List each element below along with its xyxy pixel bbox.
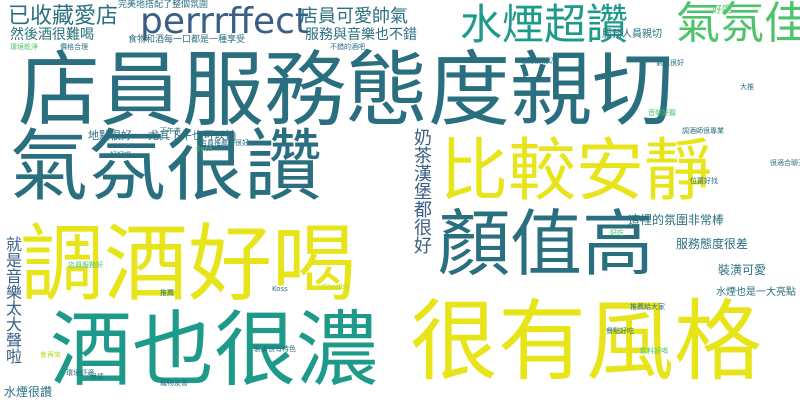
word: 店員服務態度親切 (18, 43, 675, 138)
word: perrrffect (140, 1, 309, 42)
word: 這裡的氛圍非常棒 (628, 213, 725, 227)
word: 裝潢很有特色 (254, 345, 296, 353)
word: 環境乾淨 (10, 43, 38, 51)
word: 氣氛很好 (656, 59, 684, 67)
word: 會再來 (40, 351, 61, 359)
word: 調酒好喝 (20, 215, 357, 313)
word: 完美地搭配了整個氛圍 (118, 0, 209, 10)
word: 位置好找 (690, 177, 718, 185)
word: 很有風格 (410, 290, 763, 393)
word: Koss (272, 285, 288, 293)
word: 價格合理 (60, 43, 88, 51)
word: 寵物友善 (160, 379, 188, 387)
word: 服務態度很差 (676, 237, 749, 251)
word: 調酒師很專業 (682, 127, 724, 135)
word: 就是音樂太大聲啦 (3, 236, 22, 364)
word: 好好喝 (110, 151, 131, 159)
word: 食物和酒每一口都是一種享受 (128, 35, 246, 45)
word: Goodby (322, 283, 350, 291)
word: 推薦給大家 (630, 303, 665, 311)
word: 好喝 (712, 5, 732, 16)
word: 店員推薦的很好 (200, 139, 249, 147)
word: 大推 (740, 83, 754, 91)
word: 下午茶 (160, 127, 181, 135)
word: 地點很好 (88, 129, 132, 142)
word: 飲料好喝 (640, 347, 668, 355)
word: 很適合聊天 (770, 159, 800, 167)
word: 推薦 (160, 289, 174, 297)
word: 已收藏愛店 (8, 4, 119, 29)
word: 老闆很親切 (520, 57, 555, 65)
word: 氣氛很讚 (10, 122, 323, 212)
word: 水煙很讚 (4, 385, 53, 399)
word: 酒也很濃 (50, 303, 379, 398)
word: 音樂好聽 (648, 109, 676, 117)
word: Eyes (196, 145, 213, 153)
word: 服務與音樂也不錯 (305, 27, 417, 43)
word: 服務人員親切 (602, 29, 662, 40)
word: 餐點好吃 (606, 327, 634, 335)
word: 水煙也是一大亮點 (716, 287, 796, 298)
word: 水煙超讚 (460, 0, 629, 49)
word: 店員服務好 (68, 261, 103, 269)
word: 裝潢可愛 (718, 263, 767, 277)
word: 不錯的酒吧 (330, 43, 365, 51)
word: 顏值高 (438, 202, 655, 286)
word: 環境舒適 (66, 369, 94, 377)
word: 比較安靜 (440, 132, 713, 211)
word: 好吃 (610, 229, 624, 237)
word: 奶茶漢堡都很好 (411, 128, 432, 254)
word: 很棒 (90, 373, 104, 381)
word: 尤其下午也可以抽 (148, 129, 236, 142)
word: 店員可愛帥氣 (300, 6, 408, 27)
word: 然後酒很難喝 (10, 27, 94, 43)
word: 氣氛佳 (676, 0, 800, 49)
